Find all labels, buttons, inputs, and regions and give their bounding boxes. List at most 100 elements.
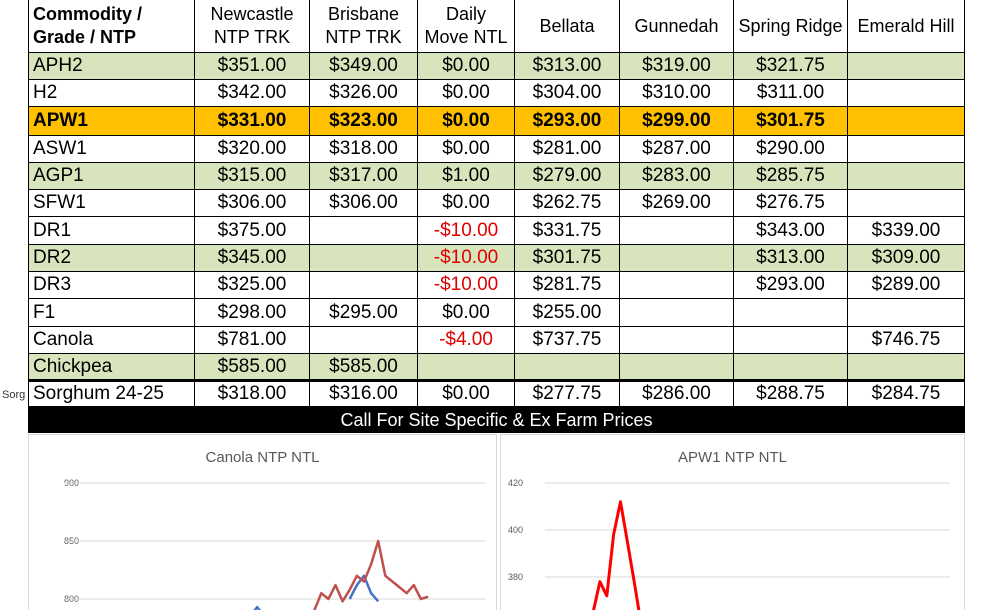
table-cell: $746.75 <box>848 327 965 354</box>
header-text: NTP TRK <box>325 27 402 47</box>
table-cell: $0.00 <box>418 136 515 163</box>
table-cell: $287.00 <box>620 136 734 163</box>
table-cell: $284.75 <box>848 380 965 407</box>
header-text: Spring Ridge <box>738 15 843 36</box>
table-cell: $293.00 <box>515 107 620 136</box>
table-cell: -$10.00 <box>418 217 515 245</box>
chart-frame <box>500 434 965 610</box>
table-cell: $737.75 <box>515 327 620 354</box>
clipped-text: Sorg <box>2 389 26 401</box>
y-tick-label: 380 <box>508 572 523 582</box>
table-cell: $585.00 <box>310 354 418 380</box>
table-cell <box>734 299 848 327</box>
header-text: NTP TRK <box>213 27 291 47</box>
table-cell: Canola <box>28 327 195 354</box>
table-cell: F1 <box>28 299 195 327</box>
table-cell: Sorghum 24-25 <box>28 380 195 407</box>
table-cell: $320.00 <box>195 136 310 163</box>
table-cell: $306.00 <box>195 190 310 217</box>
table-cell <box>848 80 965 107</box>
table-cell: $1.00 <box>418 163 515 190</box>
table-cell <box>620 327 734 354</box>
header-cell: Newcastle NTP TRK <box>195 0 310 53</box>
table-cell: $0.00 <box>418 190 515 217</box>
table-cell <box>310 217 418 245</box>
table-cell: $299.00 <box>620 107 734 136</box>
header-cell: Emerald Hill <box>848 0 965 53</box>
table-cell <box>734 354 848 380</box>
table-cell: $318.00 <box>310 136 418 163</box>
table-cell <box>734 327 848 354</box>
table-cell <box>310 245 418 272</box>
header-cell: Gunnedah <box>620 0 734 53</box>
table-cell: $304.00 <box>515 80 620 107</box>
header-text: Gunnedah <box>634 15 719 36</box>
table-cell: $345.00 <box>195 245 310 272</box>
table-cell: $311.00 <box>734 80 848 107</box>
table-cell <box>848 107 965 136</box>
header-text: Brisbane <box>327 4 400 24</box>
table-cell: APH2 <box>28 53 195 80</box>
table-cell: $0.00 <box>418 380 515 407</box>
table-cell: $0.00 <box>418 53 515 80</box>
table-cell: $255.00 <box>515 299 620 327</box>
table-cell: $289.00 <box>848 272 965 299</box>
table-cell: $293.00 <box>734 272 848 299</box>
table-cell <box>418 354 515 380</box>
header-text: Commodity / <box>33 4 143 24</box>
table-cell: $343.00 <box>734 217 848 245</box>
table-cell: $281.00 <box>515 136 620 163</box>
table-cell: $326.00 <box>310 80 418 107</box>
header-text: Bellata <box>539 15 595 36</box>
table-cell <box>620 217 734 245</box>
table-cell: $325.00 <box>195 272 310 299</box>
table-cell: $269.00 <box>620 190 734 217</box>
y-tick-label: 400 <box>508 525 523 535</box>
table-cell <box>620 245 734 272</box>
table-cell: DR3 <box>28 272 195 299</box>
table-cell: $0.00 <box>418 80 515 107</box>
table-cell: -$10.00 <box>418 272 515 299</box>
table-cell: H2 <box>28 80 195 107</box>
header-text: Newcastle <box>210 4 294 24</box>
table-cell: APW1 <box>28 107 195 136</box>
chart-title: Canola NTP NTL <box>206 449 320 466</box>
header-cell: Bellata <box>515 0 620 53</box>
table-cell <box>620 299 734 327</box>
table-cell: $781.00 <box>195 327 310 354</box>
table-cell: $277.75 <box>515 380 620 407</box>
table-cell: $315.00 <box>195 163 310 190</box>
table-cell <box>848 299 965 327</box>
table-cell: $585.00 <box>195 354 310 380</box>
table-cell: SFW1 <box>28 190 195 217</box>
table-cell: $295.00 <box>310 299 418 327</box>
table-cell: $342.00 <box>195 80 310 107</box>
header-cell: Commodity / Grade / NTP <box>28 0 195 53</box>
table-cell: $349.00 <box>310 53 418 80</box>
table-cell: -$4.00 <box>418 327 515 354</box>
header-text: Move NTL <box>424 27 508 47</box>
table-cell: $323.00 <box>310 107 418 136</box>
header-cell: Daily Move NTL <box>418 0 515 53</box>
table-cell: $339.00 <box>848 217 965 245</box>
table-cell: $375.00 <box>195 217 310 245</box>
table-cell <box>848 53 965 80</box>
table-cell <box>620 272 734 299</box>
table-cell: Chickpea <box>28 354 195 380</box>
table-cell: $313.00 <box>734 245 848 272</box>
data-line <box>592 500 641 610</box>
chart: APW1 NTP NTL 380 400 420 <box>500 434 965 610</box>
header-cell: Spring Ridge <box>734 0 848 53</box>
table-cell: DR1 <box>28 217 195 245</box>
table-cell: $298.00 <box>195 299 310 327</box>
table-cell: DR2 <box>28 245 195 272</box>
table-cell: $281.75 <box>515 272 620 299</box>
table-cell: $351.00 <box>195 53 310 80</box>
table-cell: $313.00 <box>515 53 620 80</box>
table-cell: $317.00 <box>310 163 418 190</box>
header-text: Emerald Hill <box>857 15 955 36</box>
table-cell: AGP1 <box>28 163 195 190</box>
banner: Call For Site Specific & Ex Farm Prices <box>28 407 965 433</box>
